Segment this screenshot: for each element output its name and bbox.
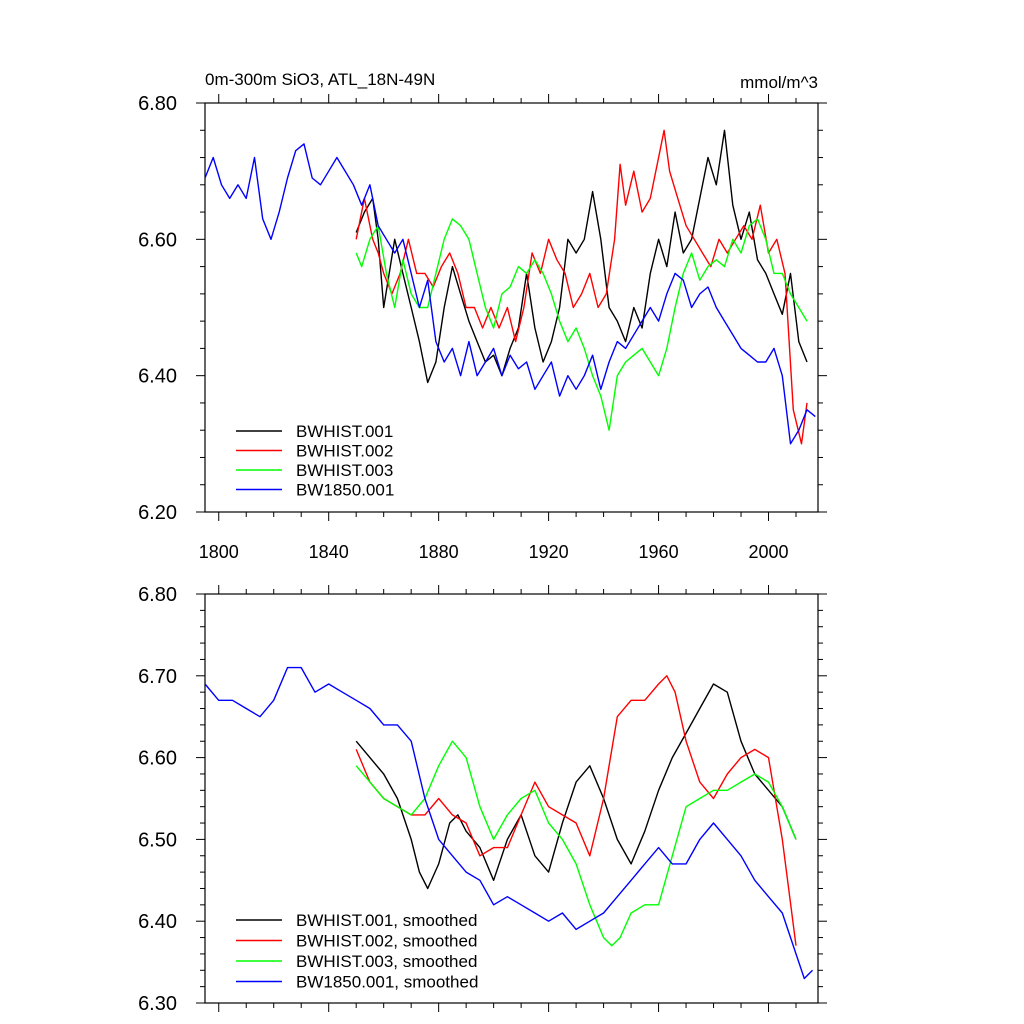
- series-line-bwhist-001-smoothed: [355, 683, 797, 890]
- legend-label: BWHIST.001, smoothed: [296, 911, 477, 930]
- y-tick-label: 6.30: [138, 993, 177, 1015]
- y-tick-label: 6.60: [138, 748, 177, 770]
- y-tick-label: 6.80: [138, 93, 177, 115]
- y-tick-label: 6.50: [138, 829, 177, 851]
- x-tick-label: 1920: [529, 542, 569, 562]
- y-tick-label: 6.40: [138, 366, 177, 388]
- bottom-panel: 6.30 6.40 6.50 6.60 6.70 6.80 BWHIST.001, smo…: [138, 584, 827, 1015]
- series-line-bw1850-001-smoothed: [205, 666, 813, 980]
- series-line-bwhist-003-smoothed: [355, 740, 797, 947]
- legend-label: BWHIST.001: [296, 422, 393, 441]
- top-series-lines: [205, 129, 816, 445]
- legend-label: BW1850.001, smoothed: [296, 973, 478, 992]
- top-panel: 0m-300m SiO3, ATL_18N-49N mmol/m^3 1800 1…: [138, 70, 827, 562]
- y-tick-label: 6.40: [138, 911, 177, 933]
- plot-frame: [204, 593, 819, 1004]
- x-tick-label: 1800: [199, 542, 239, 562]
- x-tick-label: 1960: [639, 542, 679, 562]
- top-axes: 1800 1840 1880 1920 1960 2000 6.20 6.40 6.60 6.80: [138, 93, 827, 562]
- units-label: mmol/m^3: [740, 73, 818, 92]
- x-tick-label: 1880: [419, 542, 459, 562]
- bottom-axes: 6.30 6.40 6.50 6.60 6.70 6.80: [138, 584, 827, 1015]
- series-line-bwhist-003: [355, 218, 808, 431]
- series-line-bwhist-002: [355, 129, 808, 445]
- x-tick-label: 1840: [309, 542, 349, 562]
- bottom-series-lines: [205, 666, 813, 980]
- series-line-bwhist-002-smoothed: [355, 675, 797, 946]
- legend-label: BWHIST.002: [296, 442, 393, 461]
- y-tick-label: 6.80: [138, 584, 177, 606]
- series-line-bw1850-001: [205, 143, 816, 445]
- y-tick-label: 6.20: [138, 502, 177, 524]
- plot-frame: [204, 102, 819, 513]
- bottom-legend: BWHIST.001, smoothed BWHIST.002, smoothed…: [236, 911, 478, 992]
- y-tick-label: 6.70: [138, 666, 177, 688]
- legend-label: BW1850.001: [296, 481, 394, 500]
- y-tick-label: 6.60: [138, 229, 177, 251]
- x-tick-label: 2000: [748, 542, 788, 562]
- legend-label: BWHIST.002, smoothed: [296, 932, 477, 951]
- series-line-bwhist-001: [355, 129, 808, 384]
- chart-title: 0m-300m SiO3, ATL_18N-49N: [205, 70, 435, 89]
- legend-label: BWHIST.003: [296, 461, 393, 480]
- legend-label: BWHIST.003, smoothed: [296, 952, 477, 971]
